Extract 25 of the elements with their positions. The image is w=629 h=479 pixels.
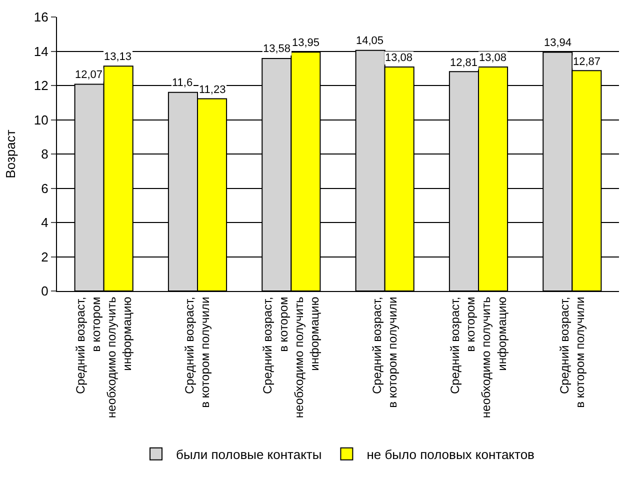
y-tick-label: 0: [41, 284, 48, 299]
data-label: 13,08: [479, 52, 507, 64]
y-tick-label: 16: [34, 10, 48, 25]
data-label: 12,87: [573, 56, 601, 68]
y-tick-label: 8: [41, 146, 48, 162]
y-tick-label: 14: [34, 44, 48, 59]
legend-label: не было половых контактов: [366, 446, 535, 462]
y-tick-label: 2: [41, 249, 48, 264]
y-tick-label: 12: [34, 78, 48, 94]
x-tick-label: Средний возраст, в котором необходимо получить информацию: [73, 296, 134, 418]
data-label: 13,95: [292, 37, 320, 49]
y-axis-title: Возраст: [2, 130, 18, 178]
data-label: 13,58: [263, 43, 291, 55]
data-label: 13,13: [104, 51, 132, 63]
legend-label: были половые контакты: [176, 446, 322, 462]
data-label: 13,08: [385, 52, 413, 64]
data-label: 13,94: [544, 37, 572, 49]
data-label: 12,81: [450, 57, 478, 69]
y-tick-label: 10: [34, 112, 48, 128]
data-label: 11,6: [172, 77, 193, 89]
y-tick-label: 6: [41, 180, 48, 196]
y-tick-label: 4: [41, 215, 48, 230]
data-label: 14,05: [356, 35, 384, 47]
data-label: 11,23: [199, 84, 226, 96]
data-label: 12,07: [75, 69, 103, 81]
